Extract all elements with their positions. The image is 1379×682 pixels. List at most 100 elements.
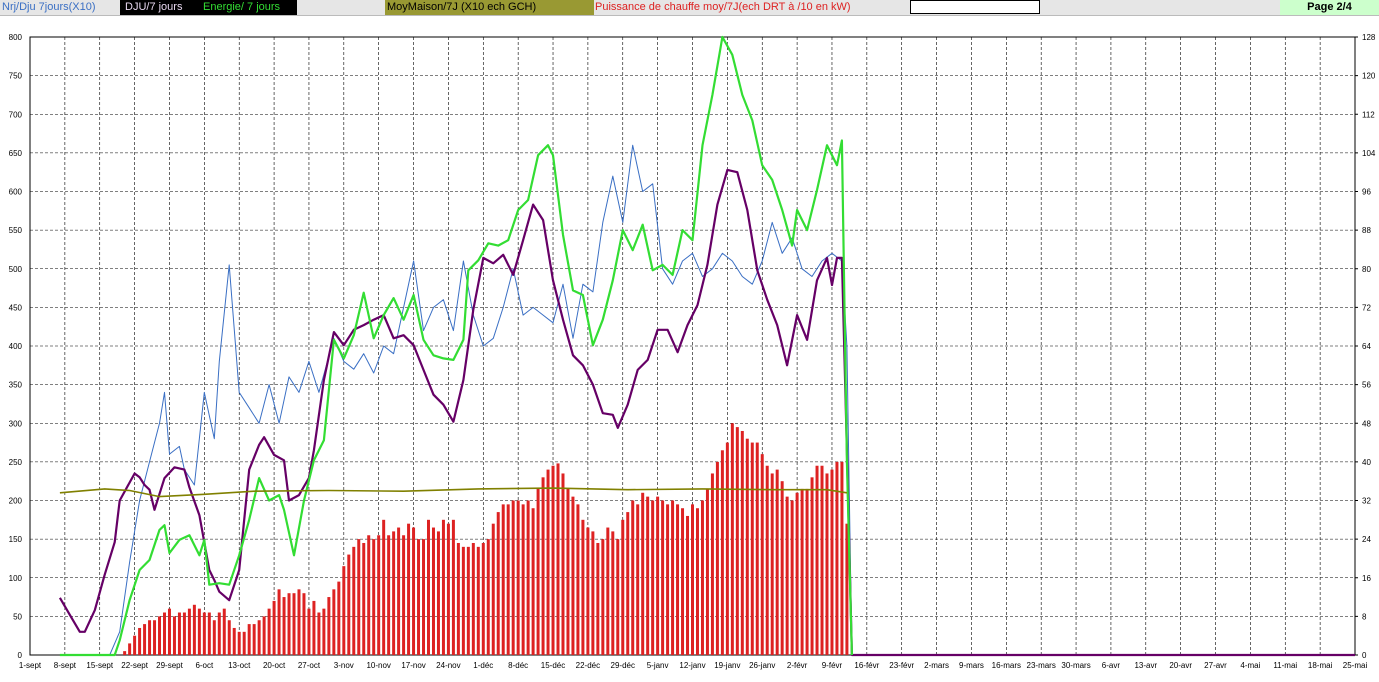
bar — [606, 527, 610, 655]
bar — [407, 523, 411, 655]
bar — [252, 624, 256, 655]
bar — [382, 519, 386, 655]
x-tick-label: 12-janv — [679, 661, 705, 670]
y-tick-label: 450 — [9, 303, 23, 312]
bar — [810, 477, 814, 655]
bar — [521, 504, 525, 655]
bar — [128, 643, 132, 655]
bar — [730, 423, 734, 655]
bar — [461, 546, 465, 655]
bar — [631, 500, 635, 655]
bar — [332, 589, 336, 655]
y2-tick-label: 16 — [1362, 574, 1371, 583]
bar — [656, 496, 660, 655]
bar — [322, 608, 326, 655]
bar — [138, 627, 142, 655]
legend-box — [120, 0, 297, 15]
bar — [686, 515, 690, 655]
x-tick-label: 6-avr — [1102, 661, 1121, 670]
y2-tick-label: 104 — [1362, 149, 1376, 158]
bar — [641, 492, 645, 655]
bar — [785, 496, 789, 655]
bar — [312, 600, 316, 655]
x-tick-label: 30-mars — [1061, 661, 1090, 670]
bar — [357, 539, 361, 655]
bar — [626, 512, 630, 655]
y2-tick-label: 120 — [1362, 72, 1376, 81]
x-tick-label: 27-oct — [298, 661, 321, 670]
bar — [242, 631, 246, 655]
bar — [207, 612, 211, 655]
bar — [845, 523, 849, 655]
x-tick-label: 1-déc — [473, 661, 493, 670]
x-tick-label: 29-déc — [611, 661, 635, 670]
bar — [417, 539, 421, 655]
bar — [187, 608, 191, 655]
bar — [167, 608, 171, 655]
y-tick-label: 300 — [9, 419, 23, 428]
x-tick-label: 2-mars — [924, 661, 949, 670]
y-tick-label: 800 — [9, 33, 23, 42]
bar — [387, 535, 391, 655]
bar — [397, 527, 401, 655]
y2-tick-label: 88 — [1362, 226, 1371, 235]
bar — [715, 461, 719, 655]
bar — [646, 496, 650, 655]
input-box[interactable] — [910, 0, 1040, 14]
bar — [162, 612, 166, 655]
bar — [217, 612, 221, 655]
bar — [770, 473, 774, 655]
y-tick-label: 50 — [13, 612, 22, 621]
x-tick-label: 29-sept — [156, 661, 183, 670]
y-tick-label: 400 — [9, 342, 23, 351]
bar — [556, 463, 560, 655]
x-tick-label: 22-sept — [121, 661, 148, 670]
bar — [143, 624, 147, 655]
y2-tick-label: 128 — [1362, 33, 1376, 42]
y-tick-label: 250 — [9, 458, 23, 467]
legend-entry: Energie/ 7 jours — [203, 1, 281, 13]
bar — [601, 539, 605, 655]
x-tick-label: 20-avr — [1169, 661, 1192, 670]
x-tick-label: 6-oct — [195, 661, 214, 670]
y2-tick-label: 72 — [1362, 303, 1371, 312]
bar — [551, 465, 555, 655]
bar — [476, 546, 480, 655]
y2-tick-label: 64 — [1362, 342, 1371, 351]
bar — [367, 535, 371, 655]
y2-tick-label: 48 — [1362, 419, 1371, 428]
bar — [705, 488, 709, 655]
bar — [840, 461, 844, 655]
x-tick-label: 23-mars — [1027, 661, 1056, 670]
bar — [710, 473, 714, 655]
bar — [611, 531, 615, 655]
bar — [780, 481, 784, 655]
bar — [695, 508, 699, 655]
bar — [541, 477, 545, 655]
series-line — [109, 144, 853, 656]
bar — [651, 500, 655, 655]
bar — [212, 620, 216, 655]
x-tick-label: 16-mars — [992, 661, 1021, 670]
bar — [342, 566, 346, 655]
bar — [302, 593, 306, 655]
bar — [153, 620, 157, 655]
y-tick-label: 100 — [9, 574, 23, 583]
bar — [232, 627, 236, 655]
x-tick-label: 13-oct — [228, 661, 251, 670]
bar — [536, 488, 540, 655]
bar — [297, 589, 301, 655]
x-tick-label: 15-sept — [86, 661, 113, 670]
bar — [546, 469, 550, 655]
bar — [197, 608, 201, 655]
bar — [835, 461, 839, 655]
x-tick-label: 25-mai — [1343, 661, 1368, 670]
bar — [725, 442, 729, 655]
y2-tick-label: 8 — [1362, 612, 1367, 621]
y-tick-label: 700 — [9, 110, 23, 119]
bar — [671, 500, 675, 655]
bar — [511, 500, 515, 655]
bar — [790, 500, 794, 655]
y2-tick-label: 24 — [1362, 535, 1371, 544]
